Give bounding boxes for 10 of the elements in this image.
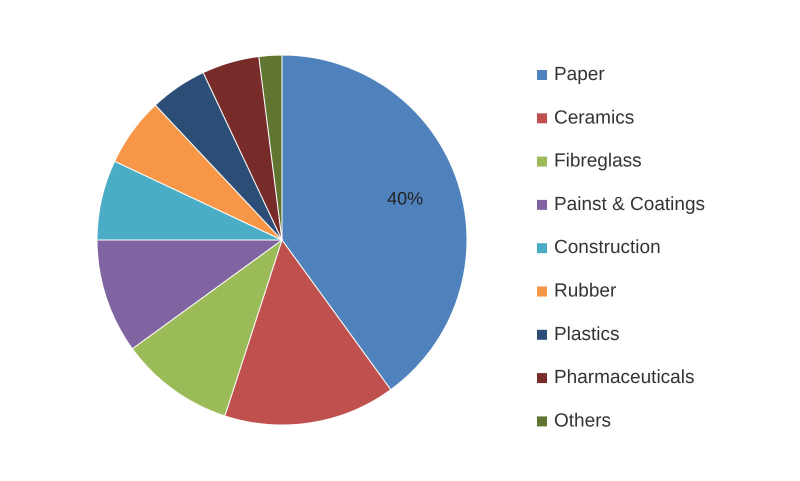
legend-label: Others	[554, 410, 612, 432]
legend-label: Fibreglass	[554, 150, 642, 172]
legend-label: Plastics	[554, 324, 620, 345]
legend-label: Painst & Coatings	[554, 194, 706, 215]
data-label: 40%	[387, 188, 424, 209]
legend-label: Ceramics	[554, 107, 634, 128]
legend-label: Paper	[554, 64, 606, 86]
legend-label: Construction	[554, 237, 661, 258]
legend-label: Rubber	[554, 280, 617, 302]
legend-label: Pharmaceuticals	[554, 367, 694, 388]
